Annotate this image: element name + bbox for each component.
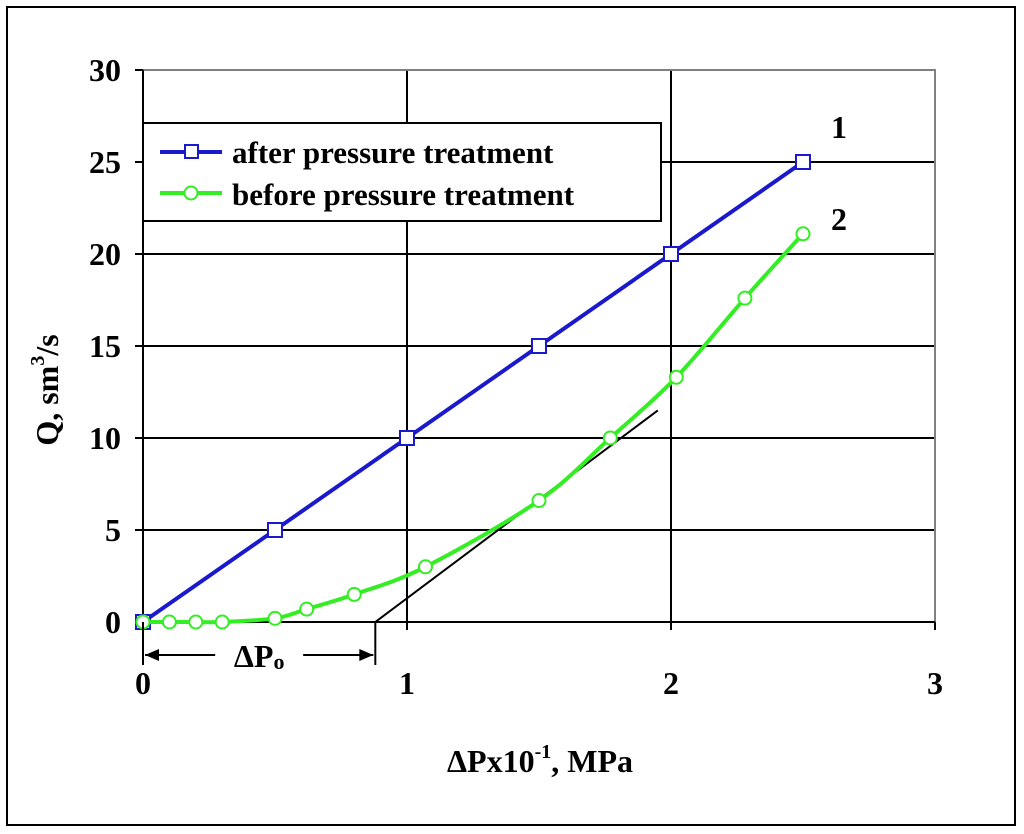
x-tick-label: 1 [399,665,415,701]
y-tick-label: 25 [89,144,121,180]
legend-marker-circle [183,185,199,201]
data-point-square [663,246,679,262]
y-axis-label: Q, sm3/s [27,334,65,445]
series-number-label: 2 [831,201,847,237]
series-line [141,160,805,624]
delta-p-arrowhead-left [145,649,159,661]
data-point-circle [602,430,618,446]
data-point-square [399,430,415,446]
series-number-label: 1 [831,109,847,145]
data-point-square [531,338,547,354]
legend-label-before: before pressure treatment [232,177,575,212]
y-tick-label: 0 [105,604,121,640]
data-point-circle [346,586,362,602]
delta-p-label: ΔPo [234,638,285,674]
series-1: 1 [135,109,847,630]
x-tick-label: 0 [135,665,151,701]
legend-marker-square [184,144,199,159]
legend: after pressure treatment before pressure… [142,122,662,222]
y-tick-label: 15 [89,328,121,364]
delta-p-label-bg [215,633,304,677]
data-point-circle [737,290,753,306]
legend-box [142,122,662,222]
data-point-circle [668,369,684,385]
data-point-circle [214,614,230,630]
series-2: 2 [135,201,847,630]
data-point-circle [188,614,204,630]
series-line [143,232,805,625]
series: 12 [135,109,847,630]
data-point-circle [795,226,811,242]
legend-label-after: after pressure treatment [232,135,554,170]
data-point-circle [267,610,283,626]
y-tick-label: 20 [89,236,121,272]
data-point-circle [417,559,433,575]
annotations: ΔPo [142,622,377,677]
x-tick-label: 3 [927,665,943,701]
data-point-square [795,154,811,170]
delta-p-arrowhead-right [359,649,374,661]
y-tick-label: 30 [89,52,121,88]
x-tick-label: 2 [663,665,679,701]
data-point-circle [531,493,547,509]
y-tick-label: 5 [105,512,121,548]
data-point-circle [299,601,315,617]
data-point-square [267,522,283,538]
x-axis-label: ΔPx10-1, MPa [447,741,633,779]
data-point-circle [161,614,177,630]
y-tick-label: 10 [89,420,121,456]
